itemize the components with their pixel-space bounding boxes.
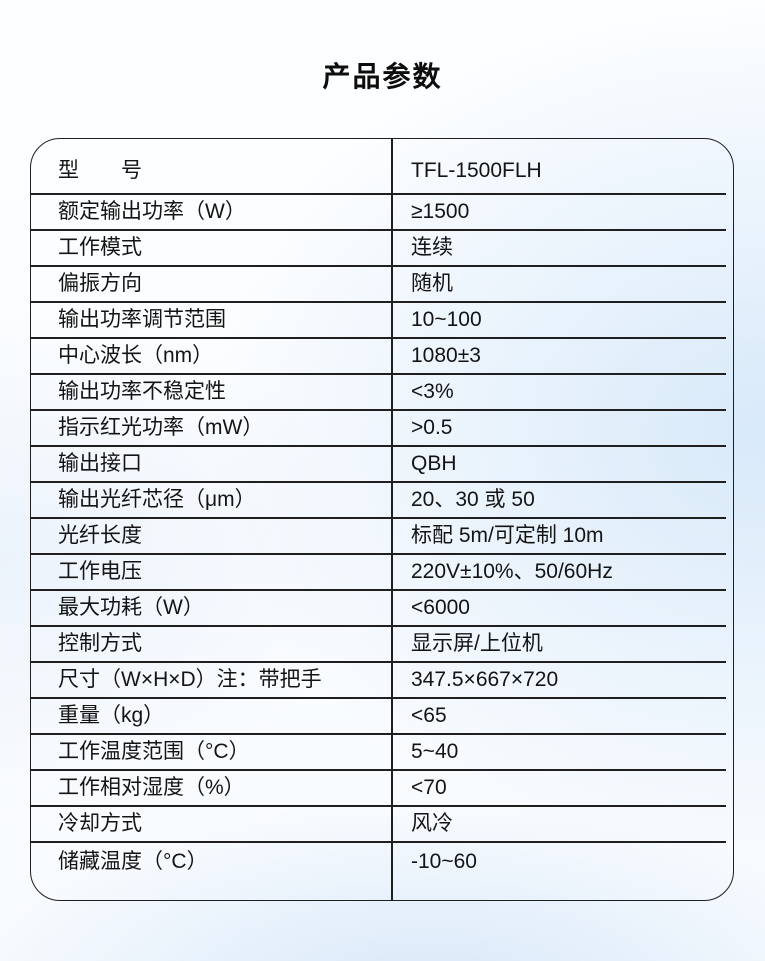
param-label: 重量（kg）	[58, 704, 165, 728]
param-label: 额定输出功率（W）	[58, 200, 246, 224]
table-row: 工作温度范围（°C） 5~40	[31, 734, 733, 771]
param-value: <3%	[411, 380, 454, 404]
table-row: 工作模式 连续	[31, 230, 733, 267]
param-label: 工作相对湿度（%）	[58, 776, 245, 800]
table-row: 偏振方向 随机	[31, 266, 733, 303]
table-row: 最大功耗（W） <6000	[31, 590, 733, 627]
table-row: 控制方式 显示屏/上位机	[31, 626, 733, 663]
param-value: ≥1500	[411, 200, 470, 224]
table-row: 尺寸（W×H×D）注：带把手 347.5×667×720	[31, 662, 733, 699]
param-label: 储藏温度（°C）	[58, 850, 208, 873]
table-row: 光纤长度 标配 5m/可定制 10m	[31, 518, 733, 555]
param-value: 连续	[411, 236, 453, 260]
param-value: 5~40	[411, 740, 459, 764]
table-row: 额定输出功率（W） ≥1500	[31, 194, 733, 231]
table-row: 输出光纤芯径（μm） 20、30 或 50	[31, 482, 733, 519]
spec-table: 型 号 TFL-1500FLH 额定输出功率（W） ≥1500 工作模式 连续偏振方向 随机…	[30, 138, 734, 901]
table-row: 输出接口 QBH	[31, 446, 733, 483]
param-label: 冷却方式	[58, 812, 142, 836]
page-title: 产品参数	[322, 61, 443, 92]
table-row: 储藏温度（°C） -10~60	[31, 842, 733, 901]
table-row: 工作电压 220V±10%、50/60Hz	[31, 554, 733, 591]
param-label: 指示红光功率（mW）	[58, 416, 264, 440]
table-row: 指示红光功率（mW） >0.5	[31, 410, 733, 447]
param-label: 输出接口	[58, 452, 142, 476]
param-value: <65	[411, 704, 447, 728]
param-value: 随机	[411, 272, 453, 296]
param-value: QBH	[411, 452, 457, 476]
param-value: 20、30 或 50	[411, 488, 535, 512]
param-value: TFL-1500FLH	[411, 159, 542, 183]
param-label: 输出功率不稳定性	[58, 380, 226, 404]
table-row: 中心波长（nm） 1080±3	[31, 338, 733, 375]
param-label: 工作温度范围（°C）	[58, 740, 250, 764]
table-row: 型 号 TFL-1500FLH	[31, 139, 733, 195]
param-label: 输出光纤芯径（μm）	[58, 488, 256, 512]
param-value: >0.5	[411, 416, 453, 440]
param-label: 尺寸（W×H×D）注：带把手	[58, 668, 322, 692]
column-divider	[391, 139, 393, 900]
param-value: 标配 5m/可定制 10m	[411, 524, 604, 548]
table-row: 工作相对湿度（%） <70	[31, 770, 733, 807]
param-value: 347.5×667×720	[411, 668, 559, 692]
param-label: 控制方式	[58, 632, 142, 656]
param-value: 显示屏/上位机	[411, 632, 543, 656]
param-label: 型 号	[58, 159, 142, 183]
table-row: 输出功率调节范围 10~100	[31, 302, 733, 339]
param-label: 光纤长度	[58, 524, 142, 548]
param-value: <70	[411, 776, 447, 800]
table-row: 输出功率不稳定性 <3%	[31, 374, 733, 411]
table-row: 冷却方式 风冷	[31, 806, 733, 843]
param-label: 偏振方向	[58, 272, 142, 296]
param-label: 工作电压	[58, 560, 142, 584]
spec-table-rows: 型 号 TFL-1500FLH 额定输出功率（W） ≥1500 工作模式 连续偏振方向 随机…	[31, 139, 733, 900]
param-label: 中心波长（nm）	[58, 344, 214, 368]
param-value: -10~60	[411, 850, 477, 873]
param-value: <6000	[411, 596, 470, 620]
param-label: 最大功耗（W）	[58, 596, 204, 620]
param-label: 输出功率调节范围	[58, 308, 226, 332]
param-value: 220V±10%、50/60Hz	[411, 560, 613, 584]
table-row: 重量（kg） <65	[31, 698, 733, 735]
param-value: 10~100	[411, 308, 482, 332]
param-value: 1080±3	[411, 344, 481, 368]
param-value: 风冷	[411, 812, 453, 836]
param-label: 工作模式	[58, 236, 142, 260]
